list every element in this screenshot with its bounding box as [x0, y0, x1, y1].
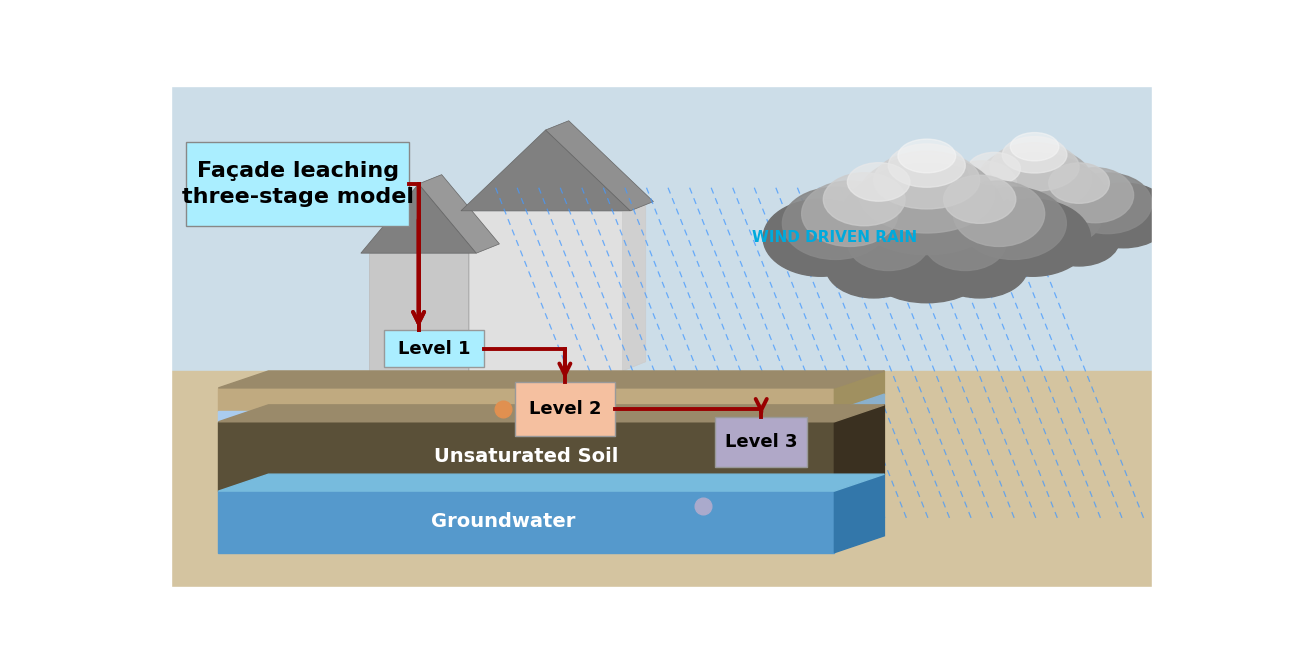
Ellipse shape [848, 214, 929, 270]
Ellipse shape [930, 168, 1010, 222]
Ellipse shape [970, 153, 1099, 230]
Ellipse shape [801, 181, 898, 246]
Text: Level 1: Level 1 [397, 340, 471, 358]
Ellipse shape [968, 153, 1020, 184]
Ellipse shape [1032, 196, 1102, 243]
Ellipse shape [898, 139, 956, 172]
Ellipse shape [889, 144, 965, 187]
Ellipse shape [1063, 173, 1152, 234]
Ellipse shape [925, 214, 1006, 270]
Ellipse shape [897, 183, 995, 248]
Ellipse shape [859, 156, 995, 233]
Ellipse shape [840, 166, 1014, 272]
Polygon shape [461, 130, 631, 211]
Polygon shape [218, 422, 835, 491]
Ellipse shape [1075, 183, 1173, 248]
FancyBboxPatch shape [715, 417, 808, 468]
Ellipse shape [986, 218, 1084, 270]
FancyBboxPatch shape [384, 330, 484, 367]
Polygon shape [835, 371, 885, 411]
Polygon shape [468, 244, 491, 371]
Polygon shape [218, 371, 885, 388]
Ellipse shape [991, 143, 1078, 191]
Ellipse shape [1038, 213, 1120, 266]
Ellipse shape [961, 187, 1067, 260]
Text: WIND DRIVEN RAIN: WIND DRIVEN RAIN [752, 230, 917, 245]
Polygon shape [546, 121, 654, 211]
Polygon shape [218, 474, 885, 491]
Ellipse shape [968, 196, 1037, 243]
Bar [369, 253, 468, 371]
Ellipse shape [869, 240, 984, 303]
Ellipse shape [1002, 137, 1067, 173]
Polygon shape [835, 394, 885, 422]
FancyBboxPatch shape [186, 141, 409, 226]
Bar [165, 587, 1157, 593]
Bar [468, 211, 623, 371]
Polygon shape [623, 202, 646, 371]
Polygon shape [218, 411, 835, 422]
Polygon shape [361, 184, 476, 253]
Ellipse shape [764, 199, 878, 276]
Ellipse shape [823, 172, 906, 226]
Ellipse shape [978, 147, 1091, 211]
Ellipse shape [949, 213, 1031, 266]
Ellipse shape [1049, 163, 1109, 203]
Bar [165, 80, 170, 593]
Text: Façade leaching
three-stage model: Façade leaching three-stage model [182, 161, 414, 207]
Ellipse shape [850, 163, 1004, 254]
Ellipse shape [913, 173, 1002, 234]
Ellipse shape [948, 161, 1017, 205]
Bar [1152, 80, 1157, 593]
Polygon shape [835, 474, 885, 553]
Bar [165, 371, 1157, 593]
Ellipse shape [953, 181, 1045, 246]
Text: Groundwater: Groundwater [431, 512, 575, 531]
Ellipse shape [848, 163, 909, 201]
Ellipse shape [826, 235, 922, 298]
Text: Level 3: Level 3 [725, 433, 797, 451]
Text: Level 2: Level 2 [529, 400, 601, 418]
Ellipse shape [931, 235, 1028, 298]
Ellipse shape [943, 175, 1015, 223]
Ellipse shape [783, 187, 889, 260]
Ellipse shape [1010, 133, 1059, 161]
FancyBboxPatch shape [515, 382, 615, 436]
Polygon shape [218, 388, 835, 411]
Polygon shape [218, 405, 885, 422]
Ellipse shape [962, 155, 1107, 244]
Ellipse shape [1057, 168, 1134, 222]
Text: Unsaturated Soil: Unsaturated Soil [435, 447, 619, 466]
Ellipse shape [975, 199, 1090, 276]
Polygon shape [835, 405, 885, 491]
Bar [165, 80, 1157, 86]
Ellipse shape [873, 151, 979, 209]
Polygon shape [218, 491, 835, 553]
Polygon shape [418, 174, 499, 253]
